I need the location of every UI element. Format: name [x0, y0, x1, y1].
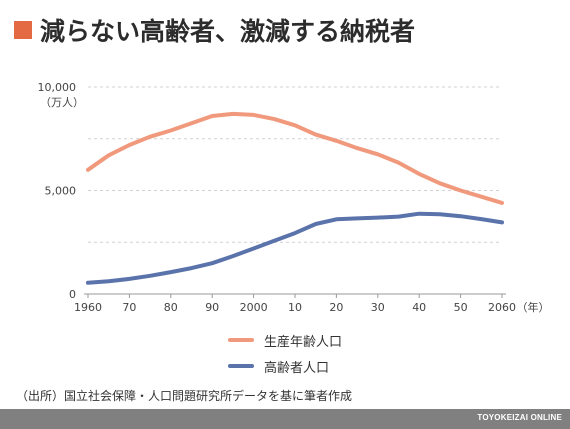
chart-header: 減らない高齢者、激減する納税者	[14, 12, 415, 48]
legend-swatch-elderly	[228, 364, 254, 368]
series-line-elderly	[86, 211, 504, 285]
chart-legend: 生産年齢人口 高齢者人口	[228, 328, 342, 380]
brand-label: TOYOKEIZAI ONLINE	[477, 413, 562, 422]
legend-label-working: 生産年齢人口	[264, 334, 343, 350]
x-tick-label: 80	[164, 301, 178, 314]
y-tick-label: 10,000	[38, 81, 77, 94]
x-tick-label: 90	[205, 301, 219, 314]
x-tick-label: 2000	[240, 301, 268, 314]
x-tick-label: 1960	[74, 301, 102, 314]
x-tick-label: 70	[122, 301, 136, 314]
y-unit-label: （万人）	[40, 96, 84, 109]
legend-swatch-working	[228, 338, 254, 342]
legend-label-elderly: 高齢者人口	[264, 360, 330, 376]
x-unit-label: （年）	[517, 300, 550, 314]
chart-title: 減らない高齢者、激減する納税者	[40, 17, 416, 46]
legend-item-elderly: 高齢者人口	[228, 354, 342, 378]
y-tick-label: 0	[69, 288, 76, 301]
x-tick-label: 40	[412, 301, 426, 314]
x-tick-label: 10	[288, 301, 302, 314]
legend-item-working: 生産年齢人口	[228, 328, 342, 352]
x-tick-label: 2060	[488, 301, 516, 314]
footer-bar: TOYOKEIZAI ONLINE	[0, 409, 570, 429]
x-tick-label: 50	[454, 301, 468, 314]
source-note: （出所）国立社会保障・人口問題研究所データを基に筆者作成	[16, 389, 353, 403]
x-tick-label: 30	[371, 301, 385, 314]
y-tick-label: 5,000	[45, 185, 77, 198]
x-tick-label: 20	[329, 301, 343, 314]
title-square-icon	[14, 21, 32, 39]
series-line-working	[86, 111, 504, 205]
